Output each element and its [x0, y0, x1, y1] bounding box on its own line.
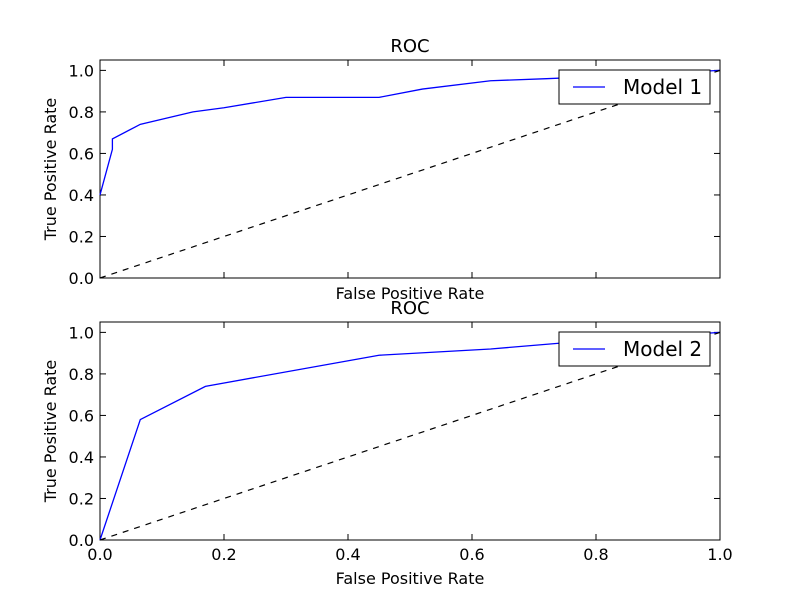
y-tick-label: 0.2	[69, 227, 94, 246]
panel-title-model-2: ROC	[390, 298, 429, 319]
x-axis-model-1	[99, 60, 721, 278]
x-tick-label: 0.6	[459, 545, 484, 564]
y-tick-label: 0.4	[69, 448, 94, 467]
y-tick-label: 0.8	[69, 365, 94, 384]
x-tick-label: 0.2	[211, 545, 236, 564]
roc-curve-line	[99, 69, 721, 196]
roc-panel-model-1: 0.0 0.2 0.4 0.6 0.8 1.0 ROC False Positive Ra…	[41, 36, 721, 303]
diagonal-reference-line	[99, 69, 721, 279]
y-tick-label: 0.0	[69, 269, 94, 288]
legend-model-1: Model 1	[558, 69, 711, 105]
y-tick-label: 0.2	[69, 489, 94, 508]
x-tick-label: 0.8	[583, 545, 608, 564]
y-tick-label: 0.6	[69, 144, 94, 163]
y-tick-label: 1.0	[69, 323, 94, 342]
x-tick-label: 0.4	[335, 545, 360, 564]
x-axis-label-model-2: False Positive Rate	[336, 569, 485, 588]
legend-model-2: Model 2	[558, 331, 711, 367]
x-axis-label-model-1: False Positive Rate	[336, 284, 485, 303]
y-tick-label: 1.0	[69, 61, 94, 80]
y-axis-label-model-1: True Positive Rate	[41, 98, 60, 242]
x-tick-label: 0.0	[87, 545, 112, 564]
legend-label-model-2: Model 2	[623, 337, 702, 361]
legend-label-model-1: Model 1	[623, 75, 702, 99]
x-axis-model-2: 0.0 0.2 0.4 0.6 0.8 1.0	[87, 322, 733, 564]
y-axis-model-1: 0.0 0.2 0.4 0.6 0.8 1.0	[69, 61, 720, 288]
y-tick-label: 0.4	[69, 186, 94, 205]
y-axis-label-model-2: True Positive Rate	[41, 360, 60, 504]
y-tick-label: 0.6	[69, 406, 94, 425]
y-tick-label: 0.0	[69, 531, 94, 550]
diagonal-reference-line	[99, 331, 721, 541]
series-lines-model-1	[99, 69, 721, 279]
panel-title-model-1: ROC	[390, 36, 429, 57]
y-tick-label: 0.8	[69, 103, 94, 122]
x-tick-label: 1.0	[707, 545, 732, 564]
roc-panel-model-2: 0.0 0.2 0.4 0.6 0.8 1.0 0.0 0.2 0.4 0.6 0.8 1.0 RO…	[41, 298, 733, 588]
